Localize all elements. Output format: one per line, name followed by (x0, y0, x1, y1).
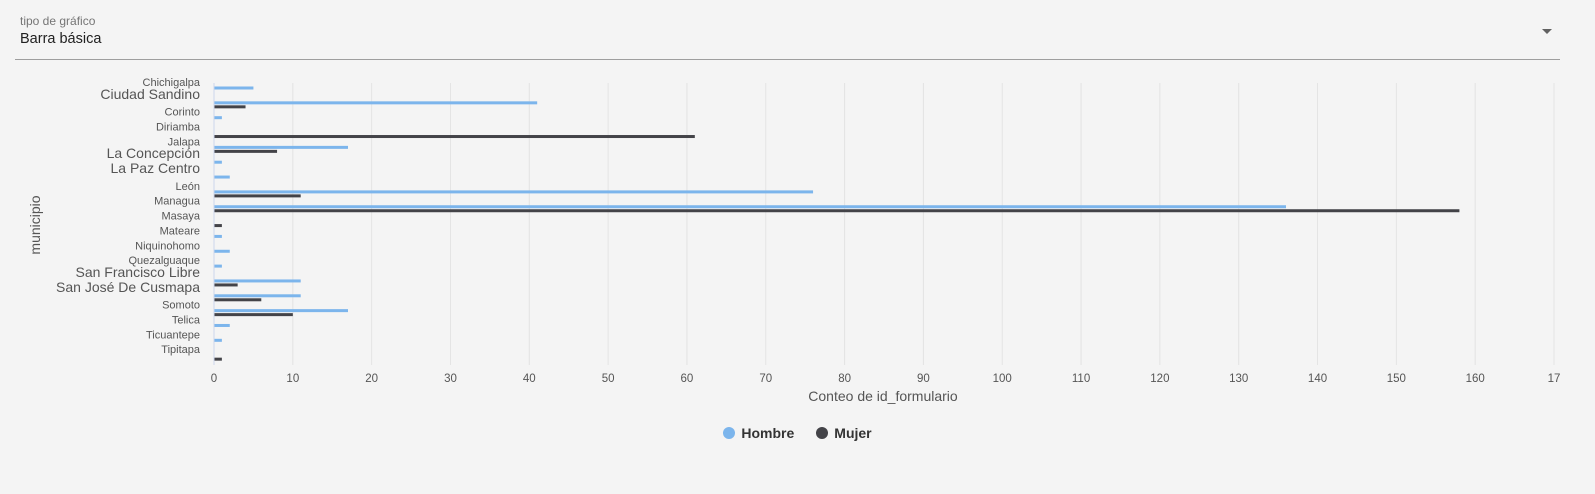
y-tick-label: Tipitapa (161, 344, 201, 356)
y-axis-title: municipio (27, 195, 43, 254)
x-tick-label: 20 (365, 373, 378, 385)
legend-dot-icon (816, 427, 829, 439)
x-tick-label: 10 (286, 373, 299, 385)
legend-dot-icon (723, 427, 736, 439)
x-tick-label: 60 (681, 373, 694, 385)
chart-type-label: tipo de gráfico (20, 14, 96, 28)
x-tick-label: 80 (838, 373, 851, 385)
y-tick-label: Masaya (161, 211, 200, 223)
y-tick-label: Managua (154, 196, 201, 208)
x-tick-label: 160 (1466, 373, 1485, 385)
bar-hombre[interactable] (214, 294, 301, 298)
bar-hombre[interactable] (214, 190, 814, 194)
x-axis-title: Conteo de id_formulario (808, 388, 958, 404)
bar-mujer[interactable] (214, 283, 238, 287)
y-tick-label: Somoto (162, 300, 200, 312)
chart-type-select[interactable]: tipo de gráfico Barra básica (15, 8, 1560, 60)
bar-mujer[interactable] (214, 224, 222, 228)
y-tick-label: Jalapa (168, 136, 201, 148)
chart-legend: Hombre Mujer (0, 425, 1595, 441)
dropdown-arrow-icon[interactable] (1542, 29, 1552, 34)
x-tick-label: 100 (993, 373, 1012, 385)
bar-hombre[interactable] (214, 160, 222, 164)
y-tick-label: Quezalguaque (128, 255, 200, 267)
bar-hombre[interactable] (214, 116, 222, 120)
bar-hombre[interactable] (214, 234, 222, 238)
bar-mujer[interactable] (214, 194, 301, 198)
chart-gridlines (213, 83, 1555, 365)
bar-hombre[interactable] (214, 338, 222, 342)
y-tick-label: Mateare (160, 225, 200, 237)
y-tick-label: Chichigalpa (143, 77, 201, 89)
bar-hombre[interactable] (214, 279, 301, 283)
bar-mujer[interactable] (214, 209, 1460, 213)
x-tick-labels: 0 10 20 30 40 50 60 70 80 90 100 110 120 130 140 150 160… (211, 373, 1561, 385)
x-tick-label: 0 (211, 373, 217, 385)
legend-label-mujer: Mujer (834, 425, 872, 441)
x-tick-label: 30 (444, 373, 457, 385)
bar-hombre[interactable] (214, 86, 254, 90)
bar-mujer[interactable] (214, 149, 278, 153)
x-tick-label: 17 (1548, 373, 1561, 385)
chart-bars (214, 86, 1460, 361)
bar-mujer[interactable] (214, 135, 695, 139)
legend-item-mujer[interactable]: Mujer (816, 425, 872, 441)
y-tick-label: León (176, 181, 200, 193)
bar-mujer[interactable] (214, 313, 293, 317)
x-tick-label: 140 (1308, 373, 1327, 385)
bar-hombre[interactable] (214, 264, 222, 268)
bar-hombre[interactable] (214, 205, 1286, 209)
x-tick-label: 130 (1229, 373, 1248, 385)
y-tick-label: Ticuantepe (146, 329, 200, 341)
chart-type-value: Barra básica (20, 31, 102, 47)
y-tick-label: San José De Cusmapa (56, 279, 200, 295)
bar-hombre[interactable] (214, 249, 230, 253)
bar-hombre[interactable] (214, 309, 348, 313)
x-tick-label: 90 (917, 373, 930, 385)
legend-item-hombre[interactable]: Hombre (723, 425, 794, 441)
y-tick-label: Ciudad Sandino (100, 86, 200, 102)
y-tick-label: La Paz Centro (111, 160, 201, 176)
x-tick-label: 110 (1072, 373, 1090, 385)
y-tick-label: Niquinohomo (135, 240, 200, 252)
bar-hombre[interactable] (214, 323, 230, 327)
y-tick-label: La Concepción (107, 145, 200, 161)
bar-hombre[interactable] (214, 175, 230, 179)
x-tick-label: 120 (1150, 373, 1169, 385)
bar-mujer[interactable] (214, 298, 262, 302)
bar-hombre[interactable] (214, 145, 348, 149)
bar-mujer[interactable] (214, 105, 246, 109)
legend-label-hombre: Hombre (741, 425, 795, 441)
bar-hombre[interactable] (214, 101, 538, 105)
x-tick-label: 50 (602, 373, 615, 385)
x-tick-label: 40 (523, 373, 536, 385)
y-tick-label: Corinto (165, 107, 200, 119)
bar-mujer[interactable] (214, 357, 222, 361)
x-tick-label: 150 (1387, 373, 1406, 385)
y-tick-label: Diriamba (156, 122, 201, 134)
x-tick-label: 70 (759, 373, 772, 385)
y-tick-label: Telica (172, 314, 201, 326)
y-tick-label: San Francisco Libre (75, 264, 200, 280)
